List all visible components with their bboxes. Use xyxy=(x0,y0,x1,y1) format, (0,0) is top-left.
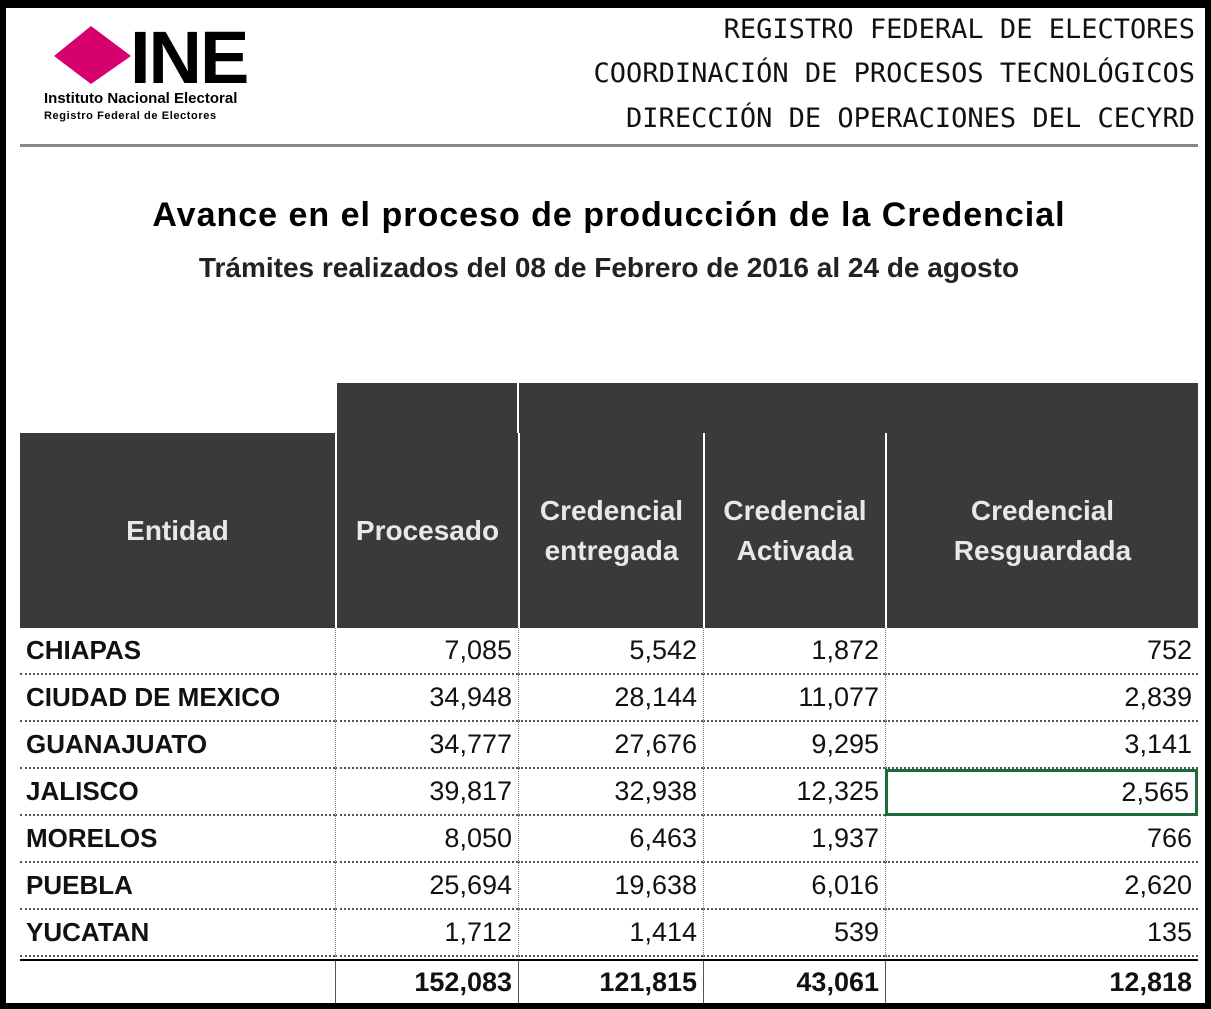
entity-name: JALISCO xyxy=(20,769,335,816)
cell-value: 28,144 xyxy=(518,675,703,722)
logo-mark xyxy=(54,26,131,84)
cell-value: 27,676 xyxy=(518,722,703,769)
cell-value: 2,620 xyxy=(885,863,1198,910)
header-line: DIRECCIÓN DE OPERACIONES DEL CECYRD xyxy=(626,103,1195,134)
cell-value: 135 xyxy=(885,910,1198,957)
cell-value: 752 xyxy=(885,628,1198,675)
column-header: Credencial entregada xyxy=(518,433,703,628)
cell-value: 1,414 xyxy=(518,910,703,957)
entity-name: YUCATAN xyxy=(20,910,335,957)
logo-name: Instituto Nacional Electoral xyxy=(44,90,238,107)
cell-value: 539 xyxy=(703,910,885,957)
header-band xyxy=(335,383,1198,433)
entity-name: MORELOS xyxy=(20,816,335,863)
column-header: Credencial Activada xyxy=(703,433,885,628)
cell-value: 19,638 xyxy=(518,863,703,910)
total-value: 152,083 xyxy=(335,961,518,1003)
cell-value: 2,839 xyxy=(885,675,1198,722)
header-line: REGISTRO FEDERAL DE ELECTORES xyxy=(723,14,1195,45)
total-value: 12,818 xyxy=(885,961,1198,1003)
cell-value: 11,077 xyxy=(703,675,885,722)
column-header: Procesado xyxy=(335,433,518,628)
logo-acronym: INE xyxy=(130,16,249,99)
cell-value: 6,016 xyxy=(703,863,885,910)
total-value: 121,815 xyxy=(518,961,703,1003)
header-line: COORDINACIÓN DE PROCESOS TECNOLÓGICOS xyxy=(593,58,1195,89)
cell-value: 1,712 xyxy=(335,910,518,957)
cell-value: 3,141 xyxy=(885,722,1198,769)
divider xyxy=(20,144,1198,147)
cell-value: 766 xyxy=(885,816,1198,863)
cell-value: 34,777 xyxy=(335,722,518,769)
entity-name: GUANAJUATO xyxy=(20,722,335,769)
cell-value: 25,694 xyxy=(335,863,518,910)
cell-value: 32,938 xyxy=(518,769,703,816)
entity-name: PUEBLA xyxy=(20,863,335,910)
cell-value: 9,295 xyxy=(703,722,885,769)
band-divider xyxy=(517,383,519,433)
entity-name: CHIAPAS xyxy=(20,628,335,675)
cell-value: 1,872 xyxy=(703,628,885,675)
logo-subname: Registro Federal de Electores xyxy=(44,110,217,122)
cell-value: 8,050 xyxy=(335,816,518,863)
subtitle: Trámites realizados del 08 de Febrero de… xyxy=(198,252,1020,283)
total-rule xyxy=(20,959,1198,961)
cell-value: 6,463 xyxy=(518,816,703,863)
cell-value: 34,948 xyxy=(335,675,518,722)
cell-value: 1,937 xyxy=(703,816,885,863)
cell-value: 5,542 xyxy=(518,628,703,675)
title: Avance en el proceso de producción de la… xyxy=(152,196,1066,234)
total-label-cell xyxy=(20,961,335,1003)
cell-value: 7,085 xyxy=(335,628,518,675)
column-header: Credencial Resguardada xyxy=(885,433,1198,628)
total-value: 43,061 xyxy=(703,961,885,1003)
entity-name: CIUDAD DE MEXICO xyxy=(20,675,335,722)
cell-value: 12,325 xyxy=(703,769,885,816)
cell-value: 2,565 xyxy=(885,769,1198,816)
column-header: Entidad xyxy=(20,433,335,628)
cell-value: 39,817 xyxy=(335,769,518,816)
